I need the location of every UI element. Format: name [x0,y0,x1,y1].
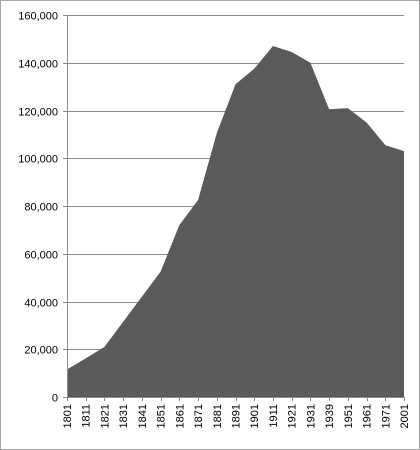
y-tick-label: 40,000 [24,298,58,310]
x-tick-label: 1901 [249,404,261,428]
x-tick-label: 1871 [193,404,205,428]
x-tick-label: 1801 [62,404,74,428]
area-series [66,46,405,397]
y-tick-label: 140,000 [18,59,58,71]
x-tick-label: 1961 [362,404,374,428]
x-tick-label: 1931 [305,404,317,428]
y-tick-label: 60,000 [24,250,58,262]
y-tick-label: 20,000 [24,345,58,357]
x-tick-labels: 1801 1811 1821 1831 1841 1851 1861 1871 1881 1891… [62,404,411,428]
x-tick-label: 1861 [174,404,186,428]
y-tick-label: 80,000 [24,202,58,214]
x-tick-label: 1881 [212,404,224,428]
x-tick-label: 1971 [380,404,392,428]
x-tick-label: 1951 [343,404,355,428]
x-tick-label: 1841 [137,404,149,428]
x-tick-label: 1891 [231,404,243,428]
y-tick-label: 160,000 [18,11,58,23]
x-tick-label: 1831 [118,404,130,428]
y-tick-label: 0 [52,393,58,405]
axes [63,15,405,401]
x-tick-label: 1811 [81,404,93,428]
x-tick-label: 1939 [324,404,336,428]
y-tick-labels: 0 20,000 40,000 60,000 80,000 100,000 120,000 1… [18,11,58,405]
x-tick-label: 1911 [268,404,280,428]
y-tick-label: 100,000 [18,154,58,166]
x-tick-label: 2001 [399,404,411,428]
population-area [67,46,404,397]
x-tick-label: 1921 [287,404,299,428]
x-tick-label: 1851 [156,404,168,428]
y-tick-label: 120,000 [18,107,58,119]
x-tick-label: 1821 [99,404,111,428]
